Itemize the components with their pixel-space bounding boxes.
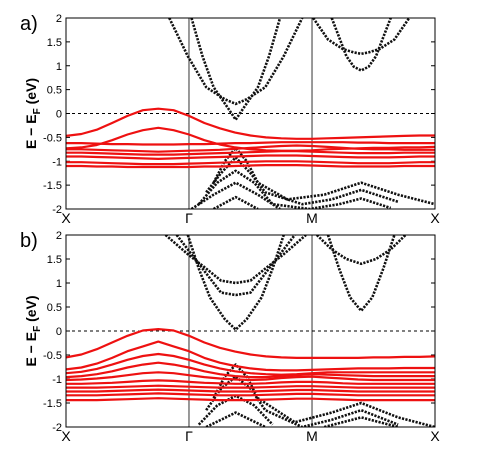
red-band [66, 352, 435, 376]
y-tick-label: 1 [56, 61, 62, 73]
panel-a: a) E − EF (eV) -2 -1.5 -1 -0.5 0 0.5 1 1.5 2 X Γ M X [20, 13, 440, 226]
y-tick-label: 0 [56, 109, 62, 121]
black-band [168, 18, 304, 106]
y-tick-label: 1.5 [47, 254, 62, 266]
axes-frame [65, 234, 436, 428]
red-band [66, 361, 435, 379]
panel-label: b) [20, 230, 38, 252]
y-tick-label: 2 [56, 230, 62, 242]
black-band [205, 156, 399, 206]
black-band [190, 181, 281, 209]
y-tick-label: -1.5 [43, 398, 62, 410]
x-tick-label: X [430, 210, 440, 226]
x-tick-label: Γ [185, 210, 193, 226]
black-band [164, 235, 307, 285]
black-band [326, 235, 396, 313]
red-band [66, 154, 435, 160]
axes-frame [65, 17, 436, 210]
black-band [197, 169, 392, 209]
black-band [175, 235, 296, 297]
red-band [66, 328, 435, 359]
red-band [66, 164, 435, 169]
red-band [66, 160, 435, 166]
red-band [66, 141, 435, 146]
black-band [205, 375, 399, 427]
y-tick-label: 2 [56, 13, 62, 25]
y-tick-label: 1 [56, 278, 62, 290]
red-band [66, 340, 435, 372]
black-band [315, 235, 407, 266]
red-band [66, 107, 435, 140]
y-axis-label: E − EF (eV) [23, 78, 43, 149]
x-tick-label: X [61, 428, 71, 444]
y-tick-label: -0.5 [43, 132, 62, 144]
y-tick-label: 1.5 [47, 37, 62, 49]
red-band [66, 384, 435, 389]
y-tick-label: 0.5 [47, 302, 62, 314]
y-tick-label: -0.5 [43, 350, 62, 362]
red-band [66, 371, 435, 382]
black-band [312, 18, 411, 56]
black-band [323, 416, 399, 427]
y-tick-label: -1 [52, 374, 62, 386]
red-band [66, 150, 435, 156]
red-band [66, 388, 435, 393]
red-band [66, 126, 435, 152]
panel-b: b) E − EF (eV) -2 -1.5 -1 -0.5 0 0.5 1 1.5 2 X Γ M X [20, 230, 440, 444]
x-tick-label: M [306, 210, 318, 226]
y-tick-label: 0.5 [47, 85, 62, 97]
black-band [205, 411, 266, 427]
y-tick-label: -2 [52, 422, 62, 434]
black-band [330, 18, 392, 72]
panel-label: a) [20, 13, 38, 35]
black-band [186, 235, 285, 331]
red-band [66, 392, 435, 397]
red-band [66, 397, 435, 402]
plot-area [66, 18, 435, 209]
x-tick-label: X [430, 428, 440, 444]
y-tick-label: -1 [52, 156, 62, 168]
y-tick-label: -1.5 [43, 180, 62, 192]
red-band [66, 144, 435, 153]
red-band [66, 379, 435, 385]
plot-area [66, 235, 435, 427]
y-axis-label: E − EF (eV) [23, 295, 43, 366]
x-tick-label: X [61, 210, 71, 226]
black-band [190, 18, 282, 121]
x-tick-label: Γ [185, 428, 193, 444]
black-band [212, 195, 259, 209]
y-tick-label: -2 [52, 204, 62, 216]
black-band [212, 146, 435, 206]
x-tick-label: M [306, 428, 318, 444]
y-tick-label: 0 [56, 326, 62, 338]
